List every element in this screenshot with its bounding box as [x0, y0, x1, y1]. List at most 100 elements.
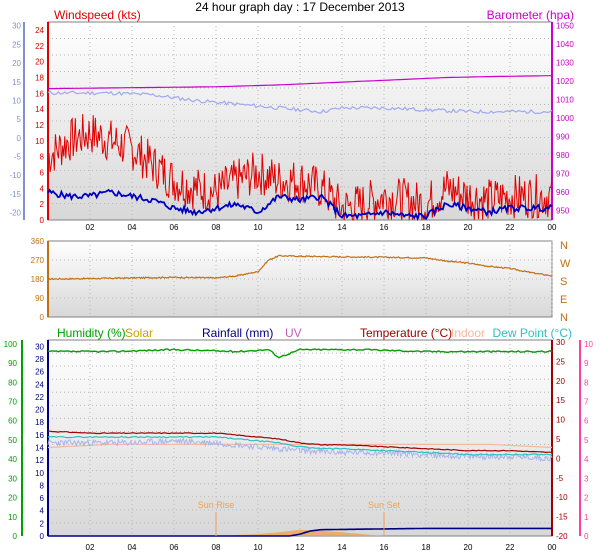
- temperature-tick-label: 20: [556, 377, 565, 386]
- barometer-tick-label: 1030: [556, 59, 574, 68]
- humidity-tick-label: 70: [8, 397, 17, 406]
- rainfall-tick-label: 26: [35, 368, 44, 377]
- farleft-tick-label: 30: [12, 22, 21, 31]
- sunrise-label: Sun Rise: [198, 500, 235, 510]
- temperature-line: [48, 430, 553, 454]
- x-tick-label: 00: [548, 223, 557, 232]
- barometer-tick-label: 960: [556, 188, 570, 197]
- indoor-legend: Indoor: [451, 326, 485, 340]
- x-tick-label: 02: [86, 223, 95, 232]
- temperature-tick-label: -15: [556, 513, 568, 522]
- compass-label: S: [560, 276, 567, 288]
- rainfall-tick-label: 8: [40, 481, 45, 490]
- sunset-label: Sun Set: [368, 500, 401, 510]
- x-tick-label: 04: [128, 543, 137, 552]
- barometer-tick-label: 1040: [556, 40, 574, 49]
- x-tick-label: 14: [338, 223, 347, 232]
- wind-axis-ticks: 024681012141618202224-20-15-10-505101520…: [9, 22, 574, 232]
- humidity-tick-label: 100: [4, 340, 18, 349]
- temperature-tick-label: 25: [556, 357, 565, 366]
- uv-tick-label: 8: [584, 378, 589, 387]
- x-tick-label: 12: [296, 543, 305, 552]
- x-tick-label: 06: [170, 223, 179, 232]
- compass-label: N: [560, 312, 568, 324]
- farleft-tick-label: 15: [12, 78, 21, 87]
- rainfall-tick-label: 20: [35, 406, 44, 415]
- x-tick-label: 02: [86, 543, 95, 552]
- page-title: 24 hour graph day : 17 December 2013: [195, 0, 405, 14]
- dew-point-line: [47, 435, 553, 456]
- temperature-tick-label: 10: [556, 416, 565, 425]
- wind-barometer-panel: Windspeed (kts) Barometer (hpa) 02468101…: [9, 8, 574, 232]
- wind-tick-label: 10: [35, 137, 44, 146]
- humidity-axis-ticks: 0102030405060708090100024681012141618202…: [4, 338, 594, 552]
- humidity-legend: Humidity (%): [57, 326, 126, 340]
- rainfall-tick-label: 28: [35, 355, 44, 364]
- average-wind-line: [47, 188, 553, 222]
- wind-tick-label: 8: [40, 153, 45, 162]
- barometer-tick-label: 950: [556, 207, 570, 216]
- x-tick-label: 06: [170, 543, 179, 552]
- temperature-trace-line: [47, 90, 553, 115]
- farleft-tick-label: 10: [12, 96, 21, 105]
- farleft-tick-label: -5: [14, 152, 22, 161]
- barometer-tick-label: 970: [556, 170, 570, 179]
- temperature-tick-label: 30: [556, 338, 565, 347]
- solar-legend: Solar: [125, 326, 153, 340]
- x-tick-label: 10: [254, 543, 263, 552]
- rainfall-tick-label: 2: [40, 519, 45, 528]
- humidity-tick-label: 80: [8, 378, 17, 387]
- wind-tick-label: 4: [40, 184, 45, 193]
- rainfall-tick-label: 12: [35, 456, 44, 465]
- wind-tick-label: 16: [35, 89, 44, 98]
- farleft-tick-label: -20: [9, 209, 21, 218]
- farleft-tick-label: 25: [12, 40, 21, 49]
- wind-tick-label: 12: [35, 121, 44, 130]
- rainfall-tick-label: 4: [40, 507, 45, 516]
- farleft-tick-label: 0: [17, 134, 22, 143]
- uv-tick-label: 1: [584, 513, 589, 522]
- x-tick-label: 20: [464, 543, 473, 552]
- temperature-tick-label: 15: [556, 396, 565, 405]
- uv-tick-label: 5: [584, 436, 589, 445]
- farleft-tick-label: -15: [9, 190, 21, 199]
- rainfall-tick-label: 16: [35, 431, 44, 440]
- humidity-tick-label: 50: [8, 436, 17, 445]
- uv-tick-label: 6: [584, 417, 589, 426]
- temperature-tick-label: -5: [556, 474, 564, 483]
- x-tick-label: 10: [254, 223, 263, 232]
- wind-tick-label: 14: [35, 105, 44, 114]
- humidity-series: [47, 348, 553, 537]
- rainfall-tick-label: 18: [35, 418, 44, 427]
- direction-tick-label: 90: [35, 294, 44, 303]
- direction-series: [48, 254, 552, 281]
- rainfall-tick-label: 22: [35, 393, 44, 402]
- farleft-tick-label: 5: [17, 115, 22, 124]
- humidity-tick-label: 0: [13, 532, 18, 541]
- humidity-tick-label: 20: [8, 494, 17, 503]
- uv-tick-label: 9: [584, 359, 589, 368]
- humidity-tick-label: 10: [8, 513, 17, 522]
- rainfall-line: [48, 527, 552, 537]
- humidity-line: [47, 348, 553, 359]
- barometer-tick-label: 1000: [556, 114, 574, 123]
- x-tick-label: 08: [212, 543, 221, 552]
- direction-tick-label: 270: [31, 256, 45, 265]
- humidity-plot-area: [47, 339, 553, 537]
- rainfall-tick-label: 14: [35, 443, 44, 452]
- temperature-tick-label: 0: [556, 454, 561, 463]
- x-tick-label: 18: [422, 223, 431, 232]
- uv-tick-label: 10: [584, 340, 593, 349]
- uv-tick-label: 4: [584, 455, 589, 464]
- wind-tick-label: 24: [35, 26, 44, 35]
- wind-tick-label: 0: [40, 216, 45, 225]
- compass-label: E: [560, 294, 567, 306]
- humidity-temperature-panel: Humidity (%) Solar Rainfall (mm) UV Temp…: [4, 326, 594, 552]
- direction-tick-label: 0: [40, 313, 45, 322]
- rainfall-tick-label: 24: [35, 380, 44, 389]
- barometer-tick-label: 980: [556, 151, 570, 160]
- wind-tick-label: 20: [35, 58, 44, 67]
